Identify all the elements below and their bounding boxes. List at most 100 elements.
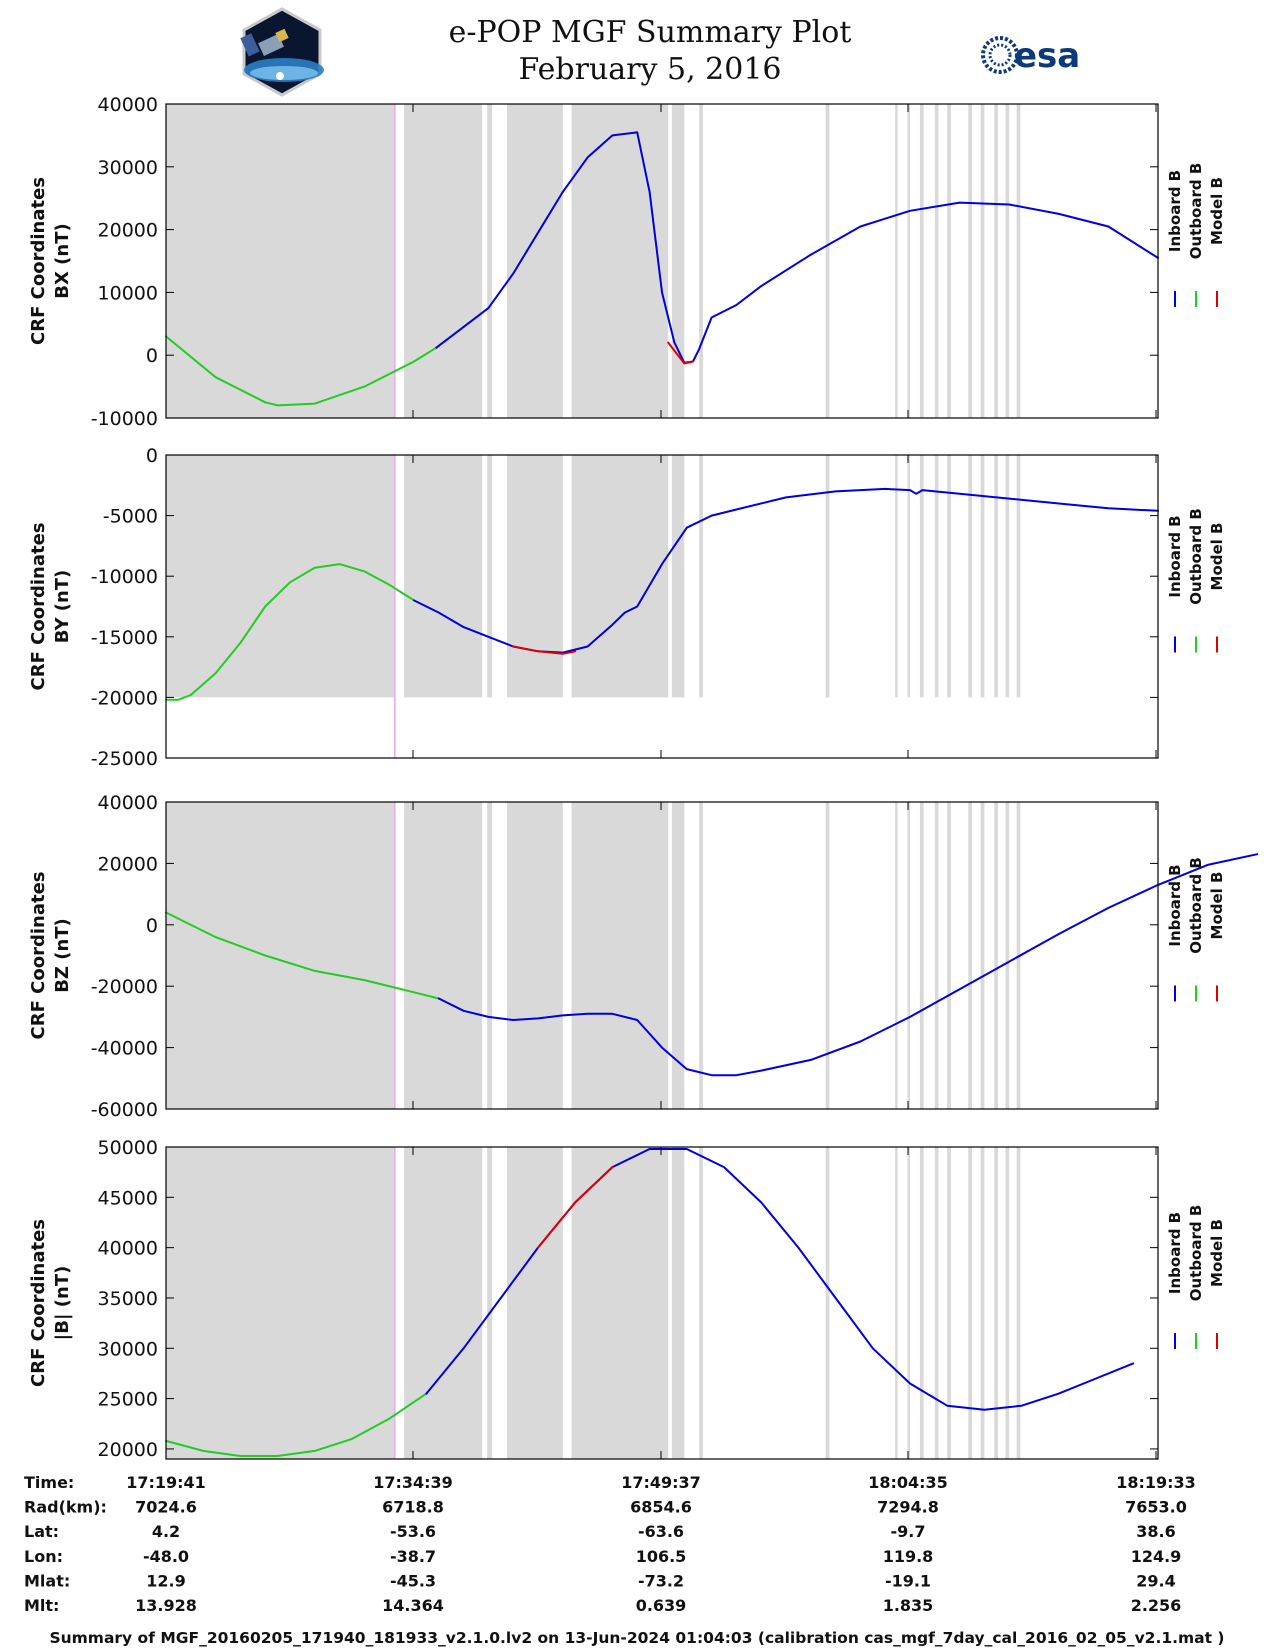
data-gap-band: [994, 455, 999, 698]
y-tick-label: 50000: [98, 1137, 158, 1159]
y-tick-label: 20000: [98, 853, 158, 875]
table-cell: 6718.8: [382, 1498, 444, 1517]
table-cell: 13.928: [135, 1596, 197, 1615]
data-gap-band: [934, 104, 939, 418]
data-gap-band: [571, 455, 669, 698]
legend-label: Model B: [1208, 1219, 1226, 1287]
panel-4: 50000 45000 40000 35000 30000 25000 20000 CRF C…: [28, 1137, 1226, 1461]
table-cell: 106.5: [636, 1547, 687, 1566]
data-gap-band: [699, 455, 703, 698]
data-gap-band: [934, 455, 939, 698]
header: e-POP MGF Summary Plot February 5, 2016 …: [240, 7, 1080, 97]
legend: Inboard B Outboard B Model B: [1166, 508, 1226, 653]
plot-frame: [165, 1146, 1159, 1460]
data-gap-band: [1016, 455, 1021, 698]
y-axis-label-line1: CRF Coordinates: [28, 1219, 49, 1387]
series-model-b: [667, 341, 694, 365]
legend-label: Outboard B: [1187, 1205, 1205, 1302]
data-gap-band: [166, 1147, 395, 1459]
data-gap-band: [671, 104, 685, 418]
y-tick-label: 35000: [98, 1288, 158, 1310]
data-gap-band: [994, 1147, 999, 1459]
data-gap-band: [907, 802, 910, 1109]
legend-label: Model B: [1208, 872, 1226, 940]
table-cell: 6854.6: [630, 1498, 692, 1517]
y-tick-label: 45000: [98, 1187, 158, 1209]
data-gap-band: [166, 802, 395, 1109]
legend-label: Inboard B: [1166, 170, 1184, 252]
data-gap-band: [825, 802, 830, 1109]
data-gap-band: [947, 1147, 951, 1459]
y-tick-label: 30000: [98, 1338, 158, 1360]
y-tick-label: -20000: [91, 687, 158, 709]
data-gap-band: [919, 1147, 924, 1459]
legend-label: Outboard B: [1187, 508, 1205, 605]
panel-1: 40000 30000 20000 10000 0 -10000 CRF Coordinat…: [28, 94, 1226, 430]
data-gap-band: [980, 802, 985, 1109]
table-cell: -48.0: [143, 1547, 189, 1566]
y-tick-label: -10000: [91, 408, 158, 430]
table-cell: 14.364: [382, 1596, 444, 1615]
y-tick-label: 20000: [98, 220, 158, 242]
data-gap-band: [571, 104, 669, 418]
data-gap-band: [487, 1147, 493, 1459]
data-gap-band: [571, 1147, 669, 1459]
data-gap-band: [571, 802, 669, 1109]
legend: Inboard B Outboard B Model B: [1166, 857, 1226, 1002]
legend: Inboard B Outboard B Model B: [1166, 1205, 1226, 1349]
data-gap-band: [895, 104, 898, 418]
panel-2: 0 -5000 -10000 -15000 -20000 -25000 CRF Coordi…: [28, 445, 1226, 770]
table-cell: 38.6: [1136, 1522, 1175, 1541]
y-axis-label-line1: CRF Coordinates: [28, 523, 49, 691]
data-gap-band: [895, 802, 898, 1109]
y-tick-label: 0: [146, 915, 158, 937]
table-cell: 1.835: [883, 1596, 934, 1615]
series-inboard-b: [437, 853, 1259, 1077]
data-gap-band: [968, 104, 972, 418]
data-gap-band: [980, 1147, 985, 1459]
legend-label: Model B: [1208, 523, 1226, 591]
data-gap-band: [968, 455, 972, 698]
data-gap-band: [994, 802, 999, 1109]
y-axis-label-line2: BX (nT): [52, 223, 73, 298]
table-row-label: Time:: [24, 1473, 74, 1492]
data-gap-band: [825, 1147, 830, 1459]
series-outboard-b: [165, 911, 440, 1000]
data-gap-band: [1005, 104, 1010, 418]
table-cell: 17:34:39: [373, 1473, 453, 1492]
table-cell: -9.7: [891, 1522, 926, 1541]
table-cell: 4.2: [152, 1522, 180, 1541]
data-gap-band: [404, 455, 483, 698]
data-gap-band: [487, 802, 493, 1109]
data-gap-band: [895, 1147, 898, 1459]
y-tick-label: 10000: [98, 282, 158, 304]
table-cell: 17:49:37: [621, 1473, 701, 1492]
table-cell: 7653.0: [1125, 1498, 1187, 1517]
y-tick-label: -40000: [91, 1038, 158, 1060]
y-axis-label-line1: CRF Coordinates: [28, 177, 49, 345]
y-tick-label: 25000: [98, 1389, 158, 1411]
legend-label: Model B: [1208, 177, 1226, 245]
y-tick-label: -25000: [91, 748, 158, 770]
data-gap-band: [671, 1147, 685, 1459]
data-gap-band: [947, 455, 951, 698]
data-gap-band: [919, 455, 924, 698]
data-gap-band: [1016, 1147, 1021, 1459]
y-tick-label: 20000: [98, 1439, 158, 1461]
data-gap-band: [671, 455, 685, 698]
data-gap-band: [1016, 104, 1021, 418]
title-line-2: February 5, 2016: [518, 52, 781, 87]
data-gap-band: [404, 104, 483, 418]
table-cell: 18:19:33: [1116, 1473, 1196, 1492]
data-gap-band: [166, 455, 395, 698]
data-gap-band: [980, 455, 985, 698]
data-gap-band: [507, 1147, 563, 1459]
footer-caption: Summary of MGF_20160205_171940_181933_v2…: [49, 1629, 1224, 1647]
panel-3: 40000 20000 0 -20000 -40000 -60000 CRF Coordin…: [28, 792, 1259, 1121]
data-gap-band: [825, 104, 830, 418]
data-gap-band: [907, 455, 910, 698]
data-gap-band: [968, 802, 972, 1109]
table-cell: 12.9: [146, 1571, 185, 1590]
data-gap-band: [507, 802, 563, 1109]
table-cell: 18:04:35: [868, 1473, 948, 1492]
